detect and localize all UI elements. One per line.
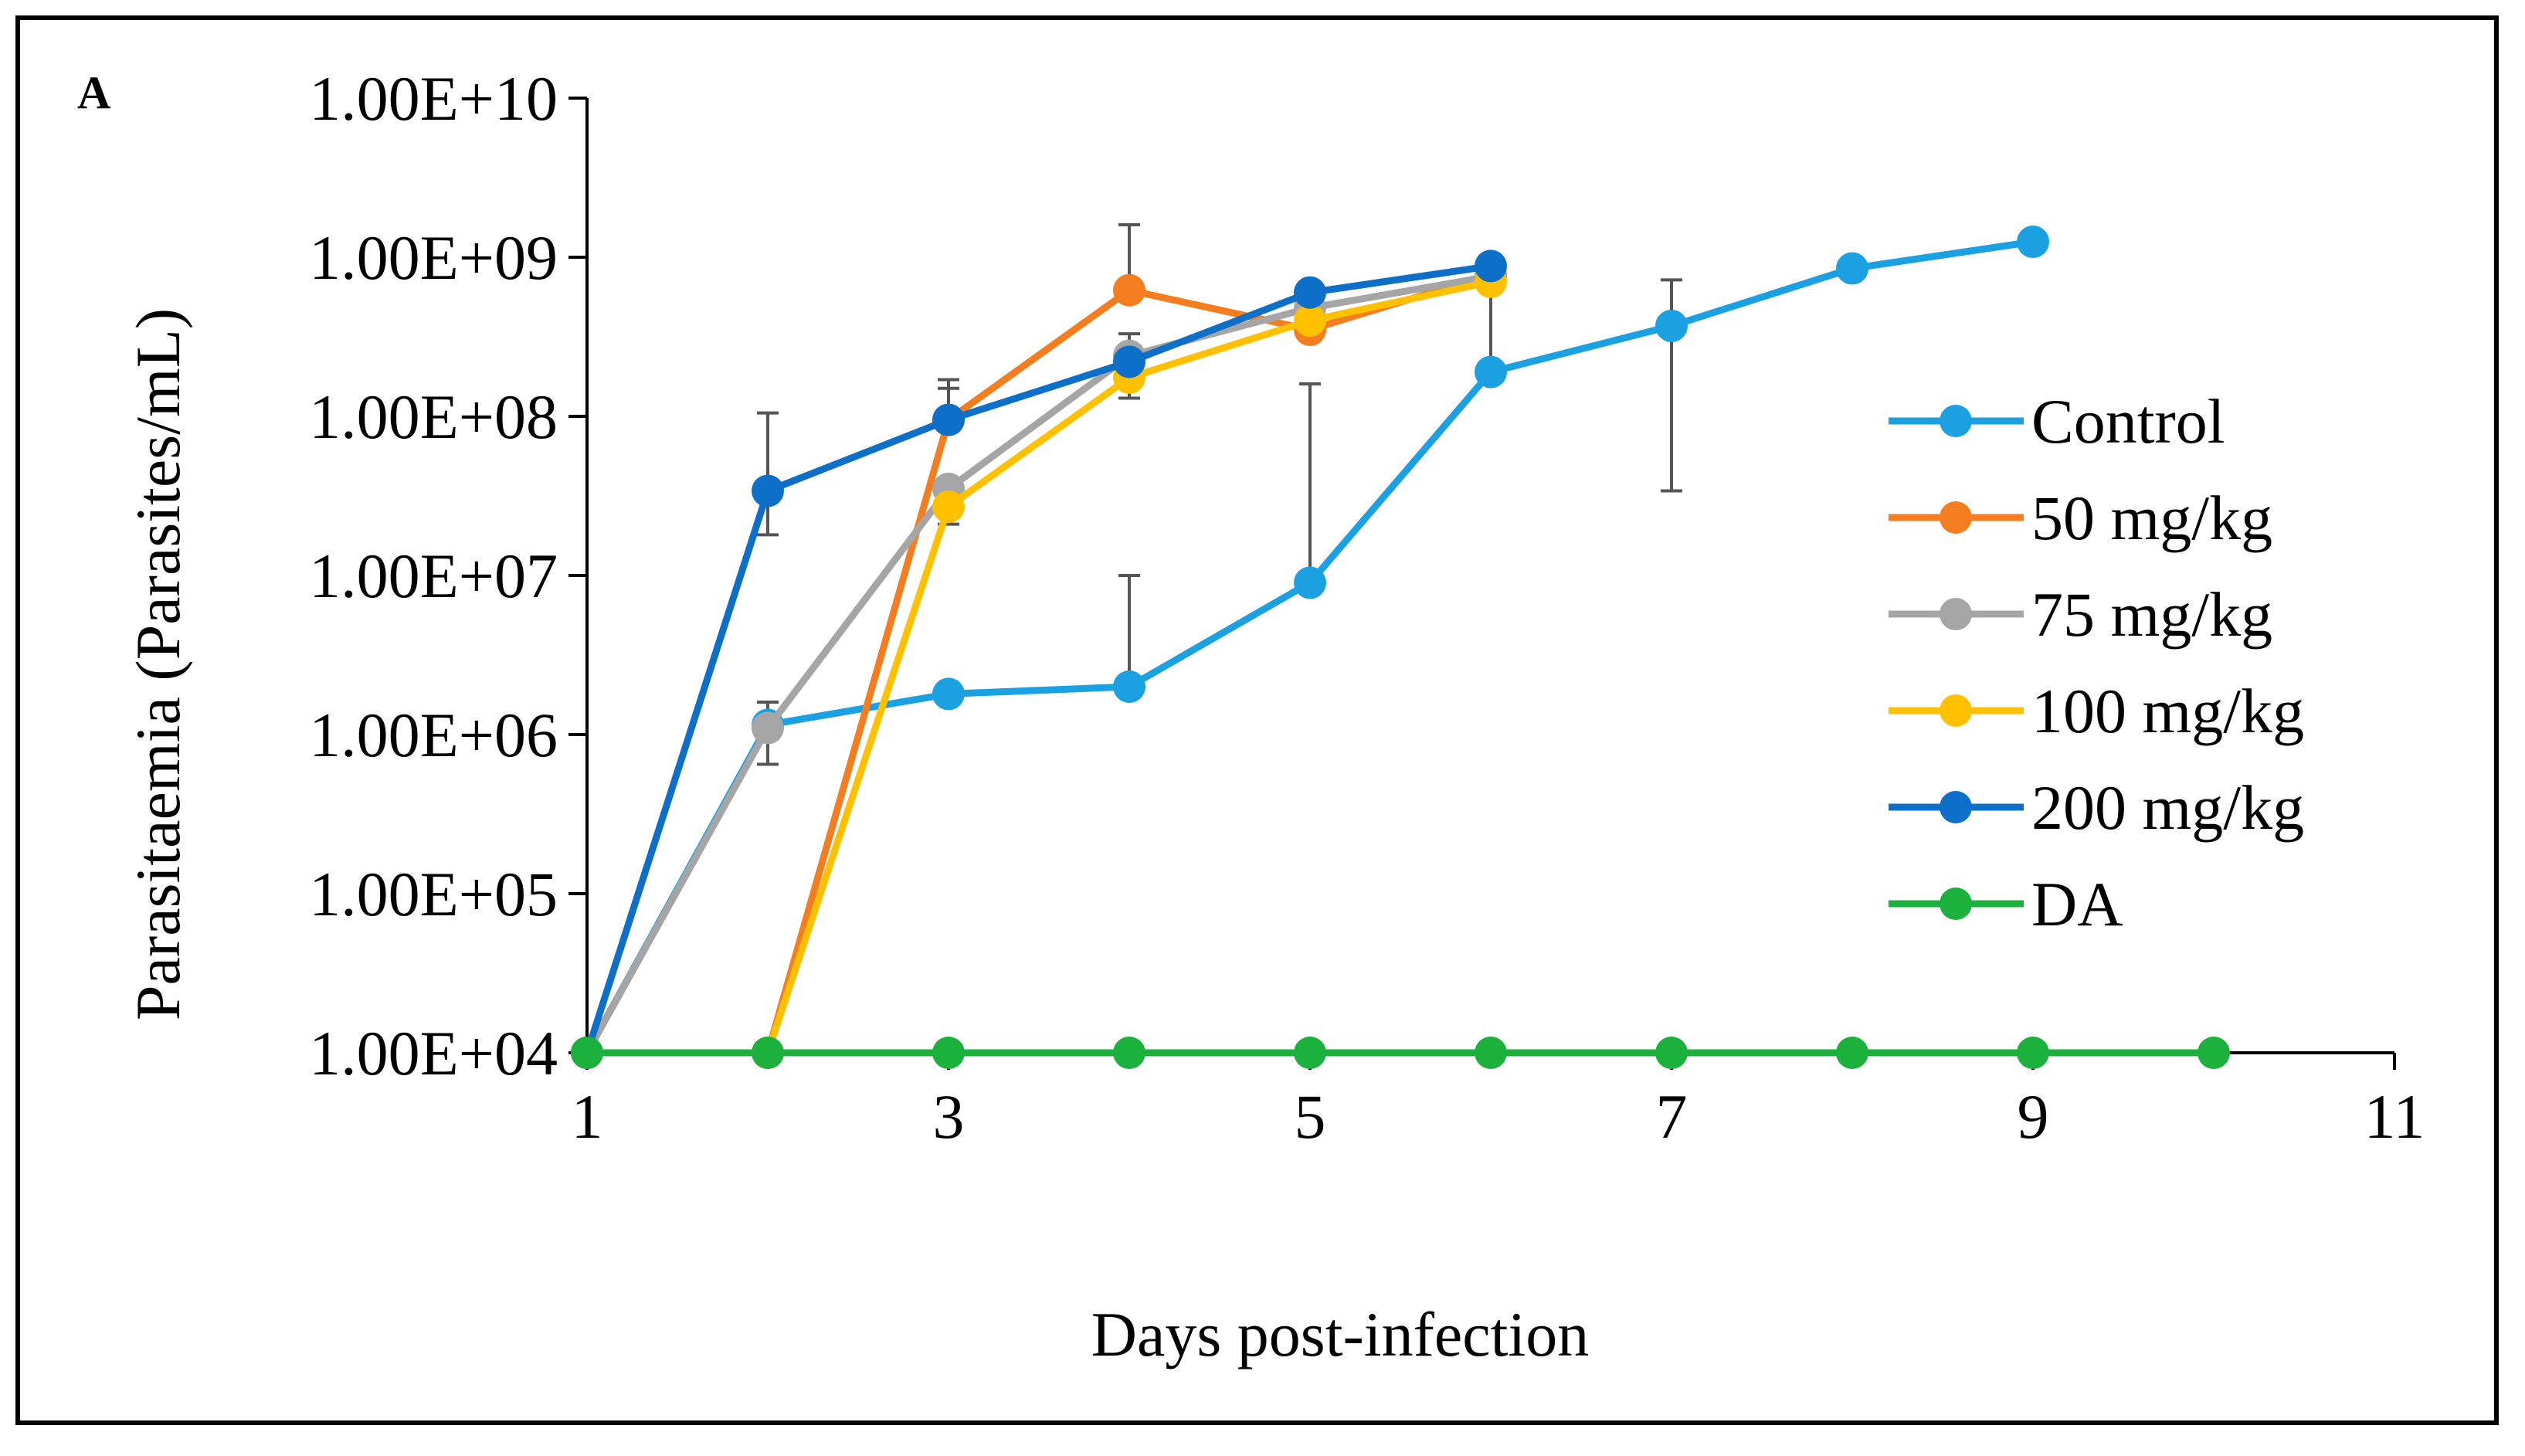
data-point (2017, 226, 2049, 259)
y-tick-label: 1.00E+04 (309, 1018, 558, 1088)
data-point (1475, 355, 1507, 389)
x-tick-label: 1 (572, 1081, 603, 1152)
series-control (571, 226, 2049, 1069)
data-point (571, 1037, 603, 1069)
data-point (1475, 1037, 1507, 1069)
y-tick-label: 1.00E+05 (309, 859, 558, 929)
legend-label: DA (2031, 869, 2123, 939)
data-point (1294, 304, 1326, 337)
legend-label: Control (2031, 386, 2225, 456)
series-line (584, 273, 1492, 1055)
series-lines (571, 226, 2230, 1069)
error-bars (757, 222, 1682, 766)
data-point (1113, 273, 1145, 307)
x-tick-label: 3 (933, 1081, 965, 1152)
data-point (2197, 1037, 2230, 1069)
data-point (932, 1037, 965, 1069)
legend-label: 100 mg/kg (2031, 676, 2304, 746)
data-point (932, 677, 965, 711)
y-tick-label: 1.00E+08 (309, 382, 558, 452)
figure-frame (15, 15, 2499, 1425)
y-tick-label: 1.00E+06 (309, 700, 558, 770)
data-point (752, 711, 784, 745)
data-point (1113, 1037, 1145, 1069)
legend-marker (1940, 501, 1972, 534)
data-point (932, 403, 965, 436)
x-axis-label: Days post-infection (1091, 1299, 1589, 1369)
x-tick-label: 5 (1295, 1081, 1326, 1152)
legend-item: 75 mg/kg (1889, 579, 2272, 650)
data-point (752, 474, 784, 507)
legend-label: 200 mg/kg (2031, 772, 2304, 843)
series-200-mg-kg (571, 249, 1507, 1069)
axes: 1.00E+04 1.00E+05 1.00E+06 1.00E+07 1.00E+08… (309, 63, 2425, 1152)
legend-label: 50 mg/kg (2031, 483, 2272, 553)
legend-marker (1940, 694, 1972, 727)
data-point (2017, 1037, 2049, 1069)
data-point (1294, 276, 1326, 309)
y-tick-label: 1.00E+09 (309, 222, 558, 293)
data-point (1655, 309, 1688, 342)
data-point (1655, 1037, 1688, 1069)
data-point (1113, 345, 1145, 378)
data-point (1475, 249, 1507, 283)
x-tick-label: 7 (1656, 1081, 1688, 1152)
legend-item: 100 mg/kg (1889, 676, 2304, 746)
data-point (1836, 1037, 1868, 1069)
series-da (571, 1037, 2230, 1069)
legend-item: 50 mg/kg (1889, 483, 2272, 553)
data-point (932, 490, 965, 524)
legend: Control 50 mg/kg 75 mg/kg 100 mg/kg 200 mg/k… (1889, 386, 2304, 939)
data-point (1294, 1037, 1326, 1069)
data-point (1294, 566, 1326, 599)
legend-marker (1940, 405, 1972, 437)
x-tick-label: 11 (2364, 1081, 2425, 1152)
data-point (1836, 252, 1868, 285)
x-tick-label: 9 (2018, 1081, 2049, 1152)
legend-item: Control (1889, 386, 2225, 456)
series-line (587, 278, 1492, 1057)
legend-item: DA (1889, 869, 2123, 939)
legend-marker (1940, 791, 1972, 823)
series-line (583, 262, 1492, 1054)
legend-marker (1940, 888, 1972, 920)
panel-label: A (77, 67, 110, 118)
legend-item: 200 mg/kg (1889, 772, 2304, 843)
y-axis-label: Parasitaemia (Parasites/mL) (123, 308, 193, 1020)
y-tick-label: 1.00E+07 (309, 541, 558, 611)
legend-label: 75 mg/kg (2031, 579, 2272, 650)
data-point (1113, 670, 1145, 703)
legend-marker (1940, 598, 1972, 630)
y-tick-label: 1.00E+10 (309, 63, 558, 134)
data-point (752, 1037, 784, 1069)
